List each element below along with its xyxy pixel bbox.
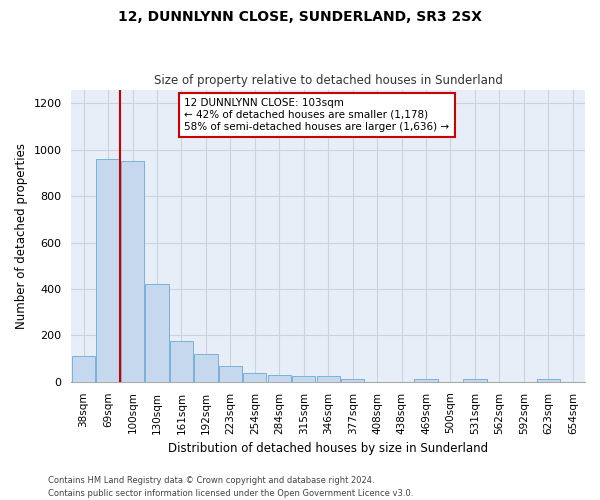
Bar bbox=[317, 376, 340, 382]
Bar bbox=[145, 284, 169, 382]
Bar bbox=[415, 380, 437, 382]
Bar bbox=[292, 376, 316, 382]
X-axis label: Distribution of detached houses by size in Sunderland: Distribution of detached houses by size … bbox=[168, 442, 488, 455]
Bar bbox=[194, 354, 218, 382]
Bar bbox=[219, 366, 242, 382]
Title: Size of property relative to detached houses in Sunderland: Size of property relative to detached ho… bbox=[154, 74, 503, 87]
Bar bbox=[268, 376, 291, 382]
Y-axis label: Number of detached properties: Number of detached properties bbox=[15, 142, 28, 328]
Bar bbox=[536, 380, 560, 382]
Bar bbox=[97, 159, 120, 382]
Text: 12 DUNNLYNN CLOSE: 103sqm
← 42% of detached houses are smaller (1,178)
58% of se: 12 DUNNLYNN CLOSE: 103sqm ← 42% of detac… bbox=[184, 98, 449, 132]
Bar bbox=[243, 373, 266, 382]
Text: 12, DUNNLYNN CLOSE, SUNDERLAND, SR3 2SX: 12, DUNNLYNN CLOSE, SUNDERLAND, SR3 2SX bbox=[118, 10, 482, 24]
Text: Contains HM Land Registry data © Crown copyright and database right 2024.
Contai: Contains HM Land Registry data © Crown c… bbox=[48, 476, 413, 498]
Bar bbox=[341, 380, 364, 382]
Bar bbox=[72, 356, 95, 382]
Bar bbox=[463, 380, 487, 382]
Bar bbox=[170, 341, 193, 382]
Bar bbox=[121, 162, 144, 382]
